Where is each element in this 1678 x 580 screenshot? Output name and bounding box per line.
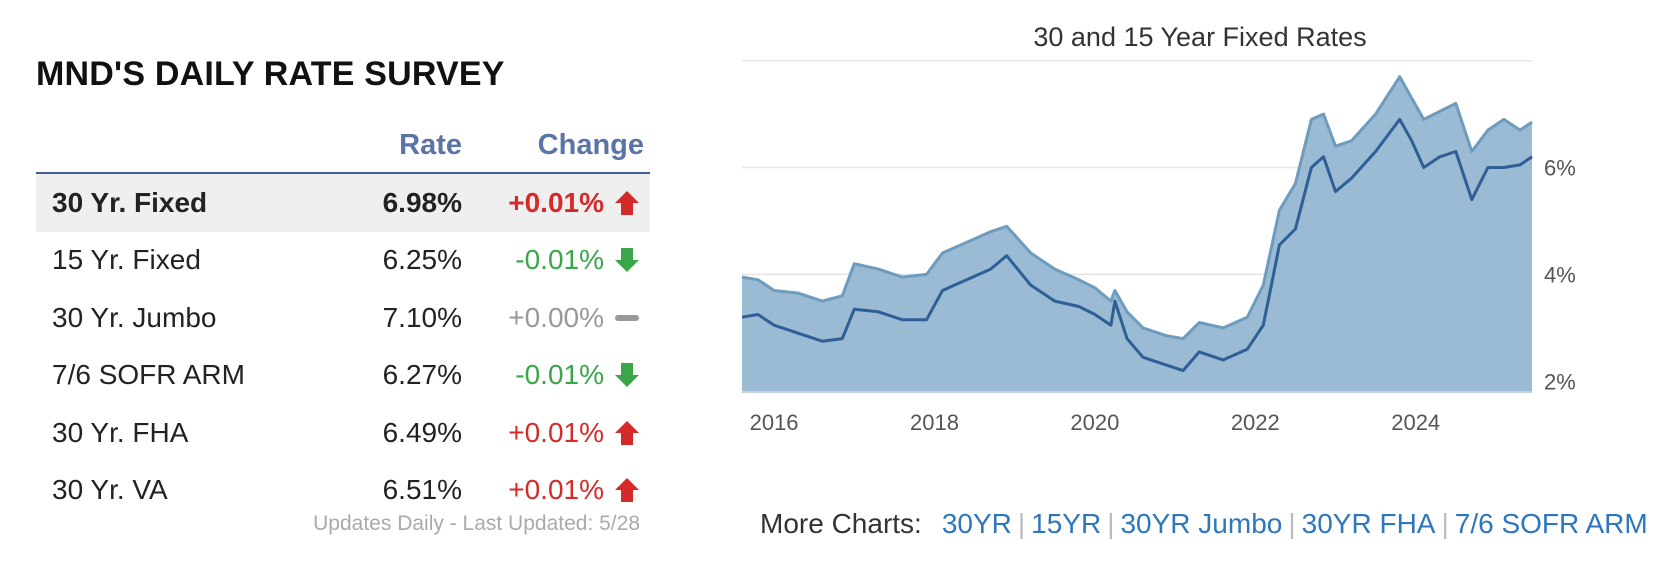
arrow-down-icon <box>615 248 639 273</box>
y-tick-label: 2% <box>1544 369 1576 394</box>
chart-link[interactable]: 30YR Jumbo <box>1120 508 1283 539</box>
x-tick-label: 2020 <box>1070 410 1119 435</box>
x-tick-label: 2024 <box>1391 410 1440 435</box>
arrow-down-icon <box>615 363 639 388</box>
loan-type-label: 30 Yr. Jumbo <box>52 301 217 333</box>
x-tick-label: 2016 <box>750 410 799 435</box>
loan-type-label: 30 Yr. VA <box>52 474 168 506</box>
survey-title-bold: DAILY RATE SURVEY <box>154 55 505 93</box>
rate-row[interactable]: 30 Yr. Fixed 6.98% +0.01% <box>36 174 650 232</box>
rate-row[interactable]: 30 Yr. Jumbo 7.10% +0.00% <box>36 289 650 347</box>
change-value: -0.01% <box>515 359 604 391</box>
link-separator: | <box>1107 508 1115 539</box>
arrow-up-icon <box>615 478 639 503</box>
area-fill <box>742 76 1532 392</box>
change-value: +0.01% <box>508 474 604 506</box>
series-line <box>741 75 1533 341</box>
column-header-rate: Rate <box>399 129 462 161</box>
loan-type-label: 7/6 SOFR ARM <box>52 359 245 391</box>
chart-link[interactable]: 30YR FHA <box>1301 508 1436 539</box>
rate-table-header: Rate Change <box>36 114 650 174</box>
arrow-up-icon <box>615 420 639 445</box>
column-header-change: Change <box>537 129 644 161</box>
link-separator: | <box>1288 508 1296 539</box>
daily-rate-survey: MND'S DAILY RATE SURVEY Rate Change 30 Y… <box>36 48 650 535</box>
y-tick-label: 6% <box>1544 156 1576 181</box>
rate-value: 6.49% <box>382 416 462 448</box>
chart-title: 30 and 15 Year Fixed Rates <box>1033 22 1367 52</box>
loan-type-label: 30 Yr. Fixed <box>52 186 208 218</box>
more-charts-links: 30YR | 15YR | 30YR Jumbo | 30YR FHA | 7/6 SOFR A… <box>942 508 1648 539</box>
y-tick-label: 4% <box>1544 262 1576 287</box>
rate-row[interactable]: 15 Yr. Fixed 6.25% -0.01% <box>36 232 650 290</box>
rate-value: 6.51% <box>382 474 462 506</box>
rate-row[interactable]: 30 Yr. FHA 6.49% +0.01% <box>36 404 650 462</box>
change-value: +0.01% <box>508 186 604 218</box>
rate-value: 6.25% <box>382 244 462 276</box>
link-separator: | <box>1441 508 1449 539</box>
link-separator: | <box>1017 508 1026 539</box>
chart-link[interactable]: 7/6 SOFR ARM <box>1454 508 1648 539</box>
change-value: +0.01% <box>508 416 604 448</box>
more-charts: More Charts: 30YR | 15YR | 30YR Jumbo | 30YR FH… <box>760 508 1648 540</box>
loan-type-label: 30 Yr. FHA <box>52 416 189 448</box>
rate-value: 7.10% <box>382 301 462 333</box>
rate-table-body: 30 Yr. Fixed 6.98% +0.01% 15 Yr. Fixed 6.25%… <box>36 174 650 519</box>
rates-chart: 2016 2018 2020 2022 2024 2% 4% 6% <box>741 60 1576 435</box>
last-updated-note: Updates Daily - Last Updated: 5/28 <box>313 512 640 535</box>
more-charts-label: More Charts: <box>760 508 922 539</box>
arrow-up-icon <box>615 190 639 215</box>
change-value: +0.00% <box>508 301 604 333</box>
loan-type-label: 15 Yr. Fixed <box>52 244 201 276</box>
rate-row[interactable]: 30 Yr. VA 6.51% +0.01% <box>36 462 650 520</box>
survey-title-prefix: MND'S <box>36 55 155 93</box>
series-line <box>741 117 1533 373</box>
rate-value: 6.27% <box>382 359 462 391</box>
survey-title: MND'S DAILY RATE SURVEY <box>36 48 650 100</box>
chart-link[interactable]: 15YR <box>1031 508 1102 539</box>
change-value: -0.01% <box>515 244 604 276</box>
x-tick-label: 2022 <box>1231 410 1280 435</box>
rate-row[interactable]: 7/6 SOFR ARM 6.27% -0.01% <box>36 347 650 405</box>
dash-icon <box>615 314 639 321</box>
x-tick-label: 2018 <box>910 410 959 435</box>
rate-value: 6.98% <box>382 186 462 218</box>
chart-link[interactable]: 30YR <box>941 508 1012 539</box>
